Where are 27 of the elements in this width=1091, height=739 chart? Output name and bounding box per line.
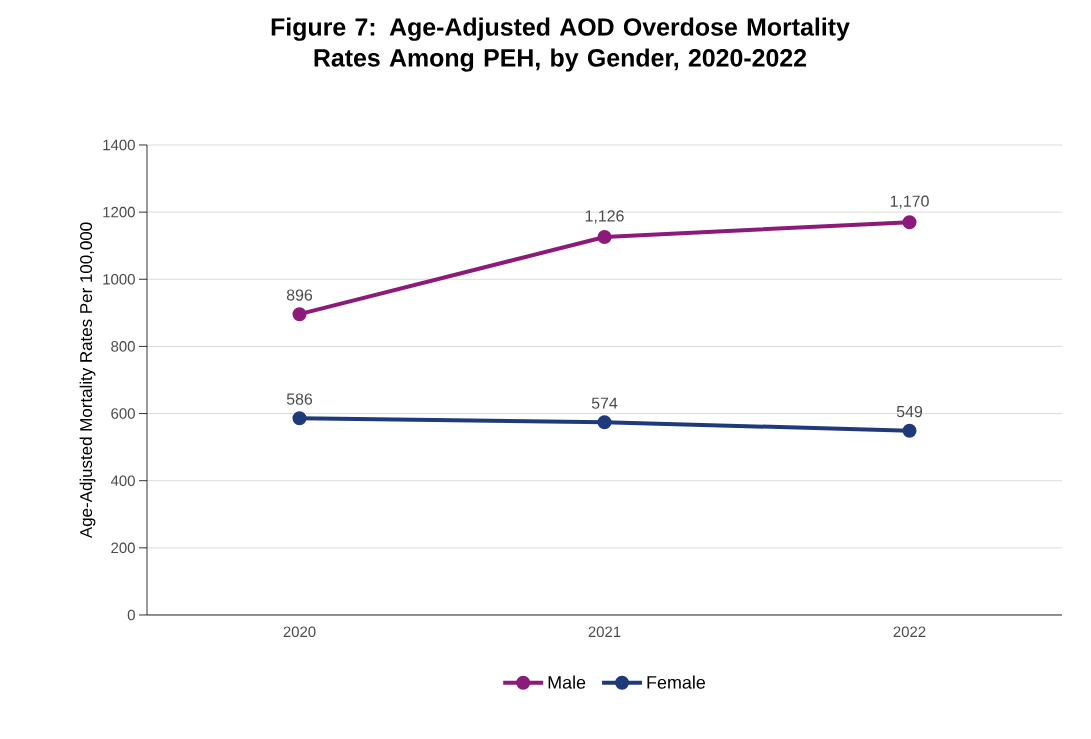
y-tick-label: 600	[111, 408, 135, 419]
legend-label: Male	[548, 675, 586, 689]
y-tick-label: 1000	[103, 273, 135, 285]
x-tick-label: 2021	[588, 626, 621, 638]
data-label: 574	[591, 397, 618, 409]
y-tick-label: 1200	[103, 206, 135, 218]
point	[597, 415, 612, 430]
y-tick-label: 1400	[103, 139, 135, 151]
y-tick-label: 200	[111, 542, 135, 554]
point	[292, 411, 307, 426]
y-axis-title: Age-Adjusted Mortality Rates Per 100,000	[79, 222, 96, 539]
y-tick-label: 0	[127, 609, 135, 621]
chart-title: Figure 7: Age-Adjusted AOD Overdose Mortality Rates Among PEH, by Gender, 2020-2022	[271, 17, 850, 72]
x-tick-label: 2020	[283, 626, 316, 638]
data-label: 549	[896, 405, 923, 418]
legend-label: Female	[647, 675, 706, 689]
point	[292, 307, 307, 322]
data-label: 586	[286, 393, 313, 405]
y-tick-label: 400	[110, 475, 135, 486]
x-tick-label: 2022	[893, 626, 926, 638]
data-label: 1,126	[585, 210, 624, 224]
data-label: 896	[286, 289, 313, 301]
point	[902, 215, 917, 230]
point	[597, 229, 612, 244]
point	[902, 423, 917, 438]
y-tick-label: 800	[111, 341, 135, 352]
data-label: 1,170	[890, 195, 929, 209]
